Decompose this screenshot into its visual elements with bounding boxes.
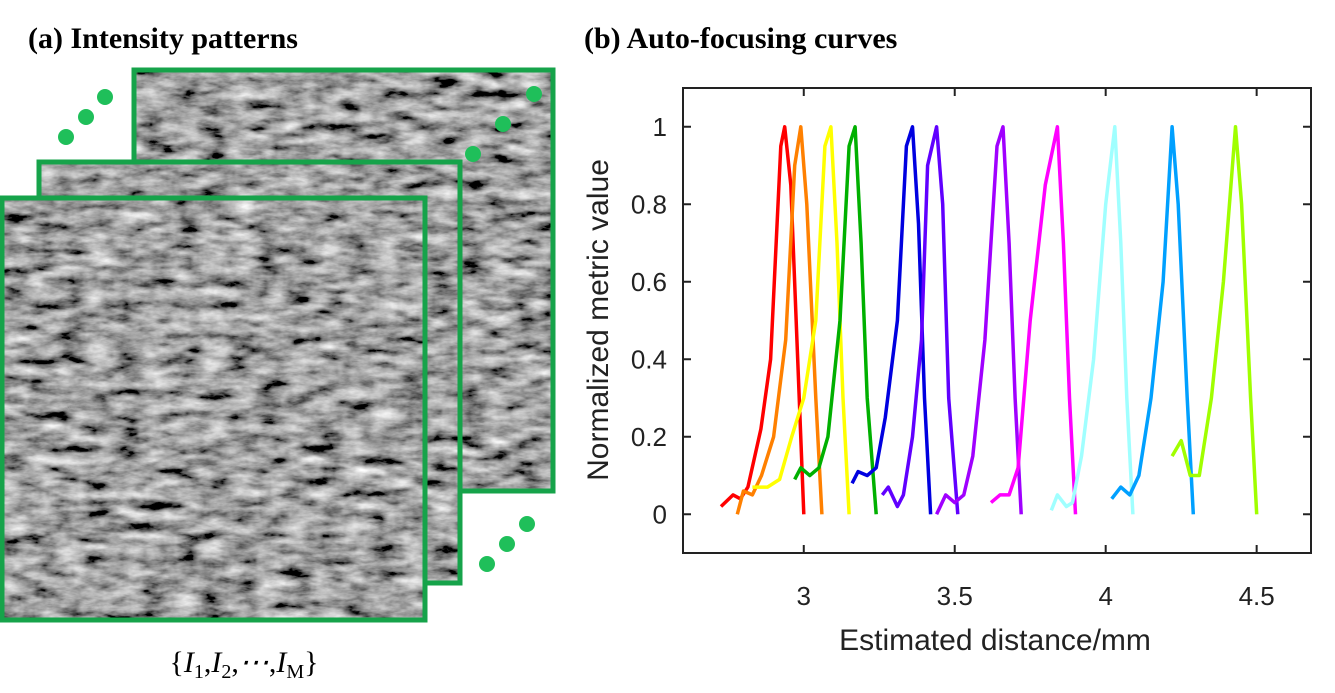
term: ⋯: [239, 646, 269, 679]
image-texture: [2, 198, 425, 620]
y-tick-label: 0.6: [631, 267, 667, 297]
x-tick-label: 3.5: [937, 581, 973, 611]
term: I: [210, 646, 223, 679]
ellipsis-dots: [58, 86, 542, 572]
curve: [850, 125, 933, 515]
chart-title: (b) Auto-focusing curves: [584, 22, 897, 55]
y-axis-label: Normalized metric value: [582, 159, 615, 481]
y-tick-label: 0: [653, 499, 667, 529]
y-tick-label: 0.8: [631, 189, 667, 219]
term: I: [183, 646, 196, 679]
curve: [1170, 125, 1259, 515]
y-tick-label: 0.4: [631, 344, 667, 374]
formula: {I1,I2,⋯,IM}: [169, 646, 318, 683]
curve: [989, 125, 1078, 515]
x-tick-label: 4.5: [1239, 581, 1275, 611]
separator: ,: [231, 646, 239, 679]
brace: {: [169, 646, 183, 679]
image-frame: [0, 195, 428, 623]
separator: ,: [204, 646, 212, 679]
x-axis-label: Estimated distance/mm: [839, 624, 1151, 657]
x-tick-label: 4: [1098, 581, 1112, 611]
y-tick-label: 0.2: [631, 422, 667, 452]
curve: [880, 125, 960, 515]
plot: 3 3.5 4 4.5 0 0.2 0.4 0.6 0.8 1: [631, 87, 1312, 611]
subscript: 1: [194, 661, 204, 683]
separator: ,: [269, 646, 277, 679]
curve: [935, 125, 1023, 516]
subscript: 2: [221, 661, 231, 683]
subscript: M: [286, 661, 304, 683]
curve: [719, 125, 806, 515]
plot-frame: [682, 87, 1312, 554]
brace: }: [304, 646, 318, 679]
curve: [1049, 125, 1135, 515]
curve: [793, 125, 878, 515]
image-stack: [0, 67, 556, 623]
x-tick-label: 3: [797, 581, 811, 611]
term: I: [275, 646, 288, 679]
y-tick-label: 1: [653, 112, 667, 142]
curve: [752, 125, 851, 515]
panel-a-title: (a) Intensity patterns: [28, 22, 298, 55]
curve: [735, 125, 824, 515]
curve: [1110, 125, 1196, 515]
